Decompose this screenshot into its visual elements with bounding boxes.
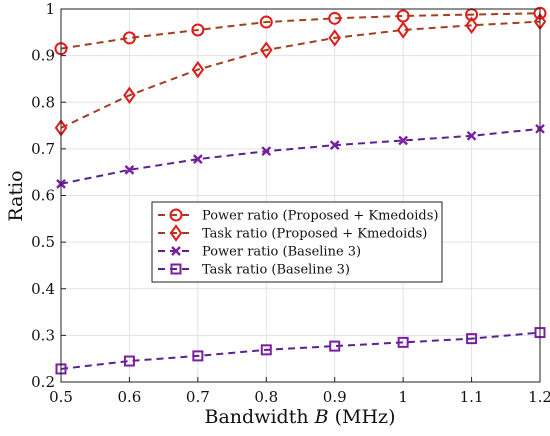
data-point [398, 135, 408, 146]
x-axis-title-prefix: Bandwidth [205, 406, 315, 428]
legend-marker [171, 246, 181, 256]
y-tick-label: 0.3 [31, 326, 55, 344]
legend-entry: Power ratio (Baseline 3) [158, 245, 361, 260]
series-3 [56, 123, 545, 189]
data-point [328, 29, 341, 47]
series-line [60, 12, 541, 50]
legend-label: Task ratio (Proposed + Kmedoids) [202, 227, 427, 242]
data-point [396, 21, 410, 39]
y-tick-label: 0.2 [31, 373, 55, 391]
series-4 [55, 327, 546, 375]
data-point [466, 333, 478, 345]
x-tick-label: 1.1 [460, 388, 484, 406]
legend-label: Power ratio (Baseline 3) [202, 245, 361, 260]
data-point [466, 130, 477, 141]
data-point [259, 15, 273, 29]
data-point [328, 11, 342, 25]
x-axis-title-symbol: B [314, 406, 329, 428]
data-point [192, 350, 204, 362]
data-point [123, 355, 135, 367]
x-axis-title: Bandwidth B (MHz) [205, 406, 396, 428]
data-point [261, 146, 272, 157]
legend: Power ratio (Proposed + Kmedoids) Task ra… [151, 201, 443, 283]
legend-label: Power ratio (Proposed + Kmedoids) [202, 209, 438, 224]
ticks: 0.5 0.6 0.7 0.8 0.9 1 1.1 1.2 0.2 0.3 0.4 0.5 0.6 0.7… [31, 0, 550, 406]
legend-entry: Power ratio (Proposed + Kmedoids) [158, 208, 438, 224]
data-point [465, 16, 478, 35]
data-point [122, 31, 136, 45]
y-tick-label: 0.5 [31, 233, 55, 251]
y-tick-label: 0.8 [31, 93, 55, 111]
series-line [60, 127, 541, 185]
y-tick-label: 0.4 [31, 280, 55, 298]
data-point [329, 140, 340, 150]
series-2 [54, 12, 547, 137]
x-tick-label: 0.8 [254, 388, 278, 406]
y-tick-label: 1 [45, 0, 55, 18]
x-tick-label: 1.2 [528, 388, 550, 406]
legend-marker [169, 208, 183, 222]
y-tick-label: 0.6 [31, 187, 55, 205]
data-point [260, 344, 272, 356]
x-axis-title-suffix: (MHz) [329, 406, 396, 428]
legend-marker [170, 263, 182, 275]
data-point [329, 340, 341, 352]
legend-box [151, 201, 443, 283]
series-line [60, 331, 541, 370]
data-point [191, 23, 205, 37]
data-point [260, 41, 273, 59]
x-tick-label: 0.7 [186, 388, 210, 406]
x-tick-label: 0.5 [49, 388, 73, 406]
y-tick-label: 0.9 [31, 47, 55, 65]
data-point [193, 154, 203, 164]
x-tick-label: 1 [398, 388, 408, 406]
series-layer [54, 6, 547, 375]
data-point [191, 60, 205, 79]
legend-entry: Task ratio (Baseline 3) [158, 263, 350, 278]
legend-marker [169, 224, 183, 242]
legend-label: Task ratio (Baseline 3) [202, 263, 350, 278]
x-tick-label: 0.6 [117, 388, 141, 406]
legend-entry: Task ratio (Proposed + Kmedoids) [158, 224, 427, 242]
data-point [397, 336, 409, 348]
data-point [123, 86, 136, 104]
y-axis-title: Ratio [5, 170, 27, 221]
series-line [60, 20, 541, 129]
y-tick-label: 0.7 [31, 140, 55, 158]
data-point [124, 165, 135, 175]
x-tick-label: 0.9 [323, 388, 347, 406]
